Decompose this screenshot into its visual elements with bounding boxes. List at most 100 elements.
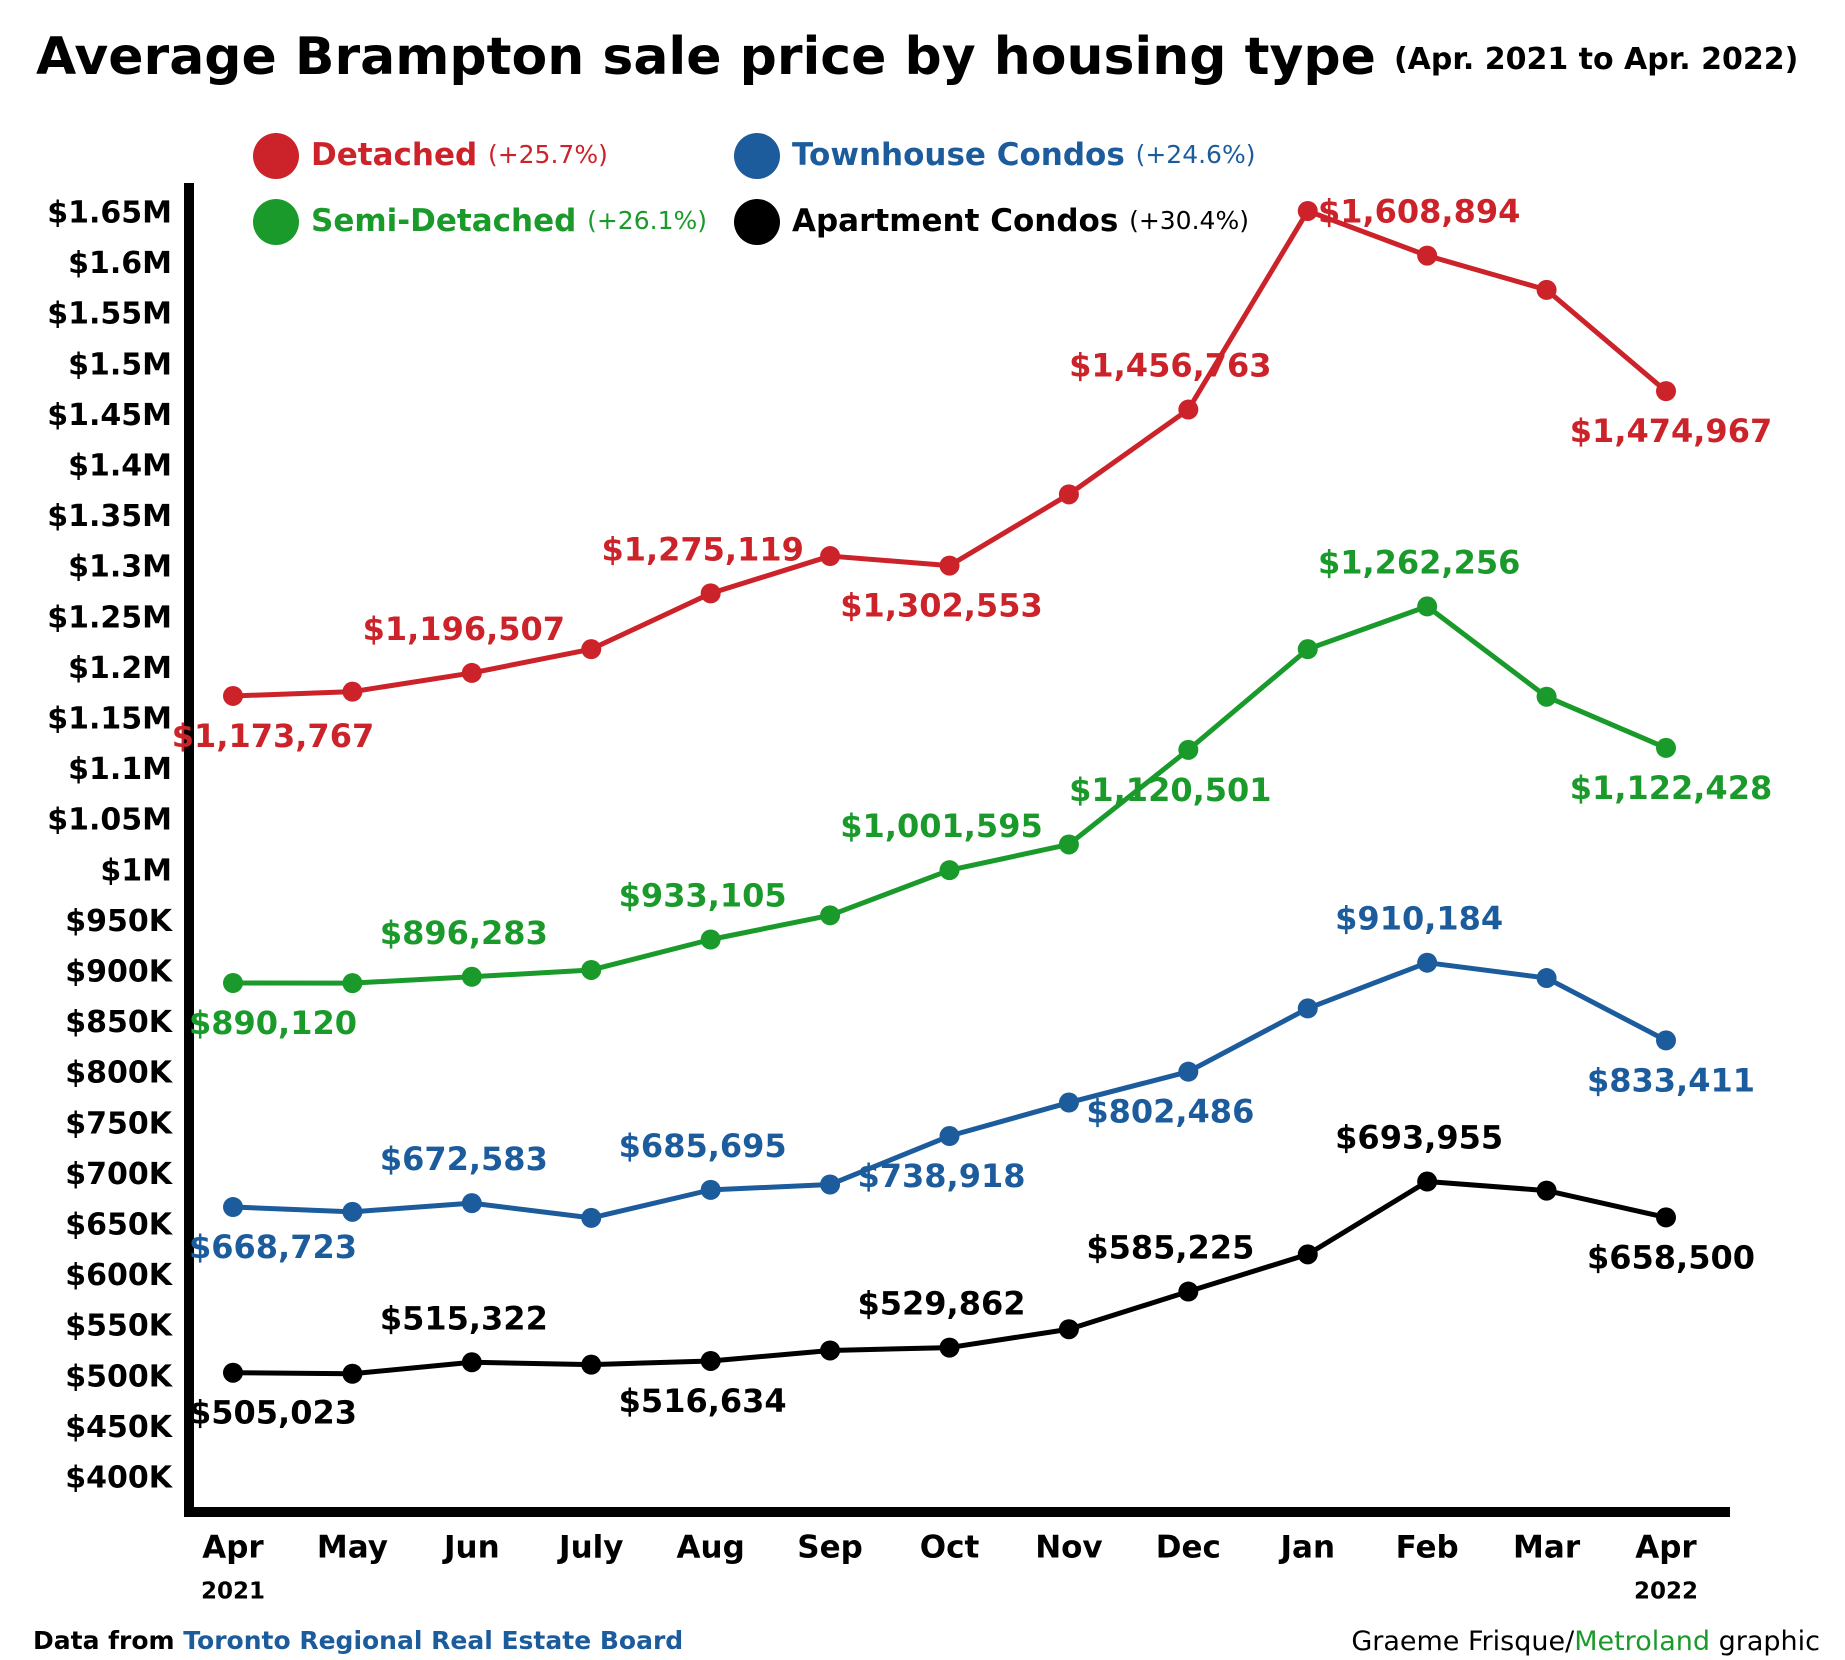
subtitle: (Apr. 2021 to Apr. 2022) <box>1394 42 1798 77</box>
data-label: $515,322 <box>380 1299 548 1337</box>
x-tick-label: Apr <box>1635 1530 1697 1566</box>
credit-author: Graeme Frisque/ <box>1351 1626 1575 1657</box>
data-label: $802,486 <box>1086 1093 1254 1131</box>
data-point <box>700 583 721 604</box>
y-tick-label: $1.3M <box>68 550 172 585</box>
data-point <box>1417 245 1438 266</box>
data-point <box>581 639 602 660</box>
data-point <box>1536 1180 1557 1201</box>
data-point <box>342 1201 363 1222</box>
x-tick-label: July <box>557 1530 623 1566</box>
data-label: $738,918 <box>857 1157 1025 1195</box>
data-point <box>700 1179 721 1200</box>
y-tick-label: $750K <box>65 1106 173 1141</box>
data-label: $1,122,428 <box>1570 769 1772 807</box>
data-point <box>342 681 363 702</box>
data-point <box>820 905 841 926</box>
chart-title: Average Brampton sale price by housing t… <box>36 27 1798 87</box>
legend-entry: Apartment Condos (+30.4%) <box>792 203 1249 239</box>
data-point <box>581 1207 602 1228</box>
x-tick-label: Sep <box>797 1530 863 1566</box>
credit-outlet: Metroland <box>1574 1626 1710 1657</box>
data-label: $1,196,507 <box>363 610 565 648</box>
legend-change: (+30.4%) <box>1129 206 1249 235</box>
data-point <box>1656 737 1676 758</box>
data-point <box>1297 200 1318 221</box>
y-tick-label: $450K <box>65 1410 173 1445</box>
data-point <box>939 1126 960 1147</box>
data-point <box>1058 834 1079 855</box>
data-point <box>1536 686 1557 707</box>
legend-name: Townhouse Condos <box>792 137 1125 173</box>
data-point <box>1058 1319 1079 1340</box>
source: Data from Toronto Regional Real Estate B… <box>33 1626 683 1655</box>
y-tick-label: $800K <box>65 1056 173 1091</box>
data-label: $693,955 <box>1335 1119 1503 1157</box>
data-label: $668,723 <box>189 1228 357 1266</box>
x-tick-label: Jun <box>442 1530 500 1566</box>
y-tick-label: $400K <box>65 1461 173 1496</box>
data-label: $1,173,767 <box>172 717 374 755</box>
data-point <box>581 1354 602 1375</box>
data-label: $505,023 <box>189 1394 357 1432</box>
data-point <box>820 546 841 567</box>
y-tick-label: $600K <box>65 1258 173 1293</box>
source-prefix: Data from <box>33 1626 175 1655</box>
y-tick-label: $1.15M <box>47 702 172 737</box>
data-point <box>461 1193 482 1214</box>
data-point <box>1417 1171 1438 1192</box>
y-tick-label: $900K <box>65 955 173 990</box>
y-tick-label: $1.45M <box>47 398 172 433</box>
y-tick-label: $1.4M <box>68 449 172 484</box>
data-point <box>1058 484 1079 505</box>
data-point <box>1058 1092 1079 1113</box>
y-tick-label: $1.25M <box>47 600 172 635</box>
x-tick-label: May <box>317 1530 388 1566</box>
x-tick-label: Aug <box>677 1530 745 1566</box>
credit-suffix: graphic <box>1719 1626 1820 1657</box>
legend-name: Apartment Condos <box>792 203 1118 239</box>
data-label: $1,608,894 <box>1318 193 1520 231</box>
data-point <box>1656 1207 1676 1228</box>
data-point <box>1178 1281 1199 1302</box>
data-point <box>1178 399 1199 420</box>
data-label: $1,456,763 <box>1069 347 1271 385</box>
y-tick-label: $850K <box>65 1005 173 1040</box>
data-point <box>820 1340 841 1361</box>
data-label: $1,302,553 <box>840 587 1042 625</box>
legend-swatch <box>734 133 780 179</box>
data-point <box>1297 1244 1318 1265</box>
data-label: $1,001,595 <box>840 807 1042 845</box>
data-point <box>1536 968 1557 989</box>
data-label: $516,634 <box>619 1382 787 1420</box>
data-label: $933,105 <box>619 876 787 914</box>
data-point <box>1417 952 1438 973</box>
data-point <box>939 1337 960 1358</box>
y-tick-label: $1.1M <box>68 752 172 787</box>
data-point <box>700 929 721 950</box>
data-label: $585,225 <box>1086 1229 1254 1267</box>
data-point <box>223 685 243 706</box>
y-tick-label: $700K <box>65 1157 173 1192</box>
data-label: $910,184 <box>1335 900 1503 938</box>
y-tick-label: $1.35M <box>47 499 172 534</box>
data-point <box>700 1350 721 1371</box>
data-label: $833,411 <box>1587 1061 1755 1099</box>
data-label: $685,695 <box>619 1127 787 1165</box>
legend-entry: Semi-Detached (+26.1%) <box>311 203 707 239</box>
data-label: $1,120,501 <box>1069 771 1271 809</box>
legend-swatch <box>734 199 780 245</box>
x-tick-label: Oct <box>920 1530 980 1566</box>
legend-name: Semi-Detached <box>311 203 576 239</box>
legend-change: (+24.6%) <box>1136 140 1256 169</box>
data-label: $1,474,967 <box>1570 412 1772 450</box>
data-label: $896,283 <box>380 914 548 952</box>
y-tick-label: $1.6M <box>68 246 172 281</box>
data-point <box>1178 1061 1199 1082</box>
y-tick-label: $500K <box>65 1359 173 1394</box>
data-point <box>223 1197 243 1218</box>
y-tick-label: $1.65M <box>47 196 172 231</box>
y-tick-label: $1.05M <box>47 803 172 838</box>
x-tick-label: Nov <box>1035 1530 1102 1566</box>
